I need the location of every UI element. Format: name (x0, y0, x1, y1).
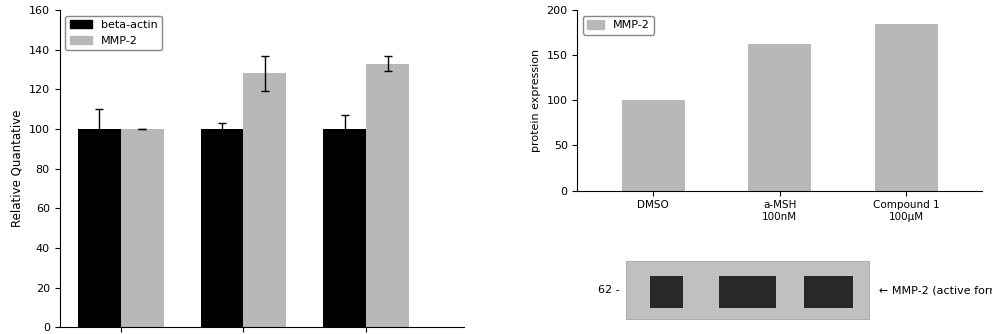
Bar (323, 129, 366, 327)
Bar (651, 276, 682, 308)
Bar (121, 129, 164, 327)
Bar (719, 276, 776, 308)
Legend: beta-actin, MMP-2: beta-actin, MMP-2 (65, 16, 162, 50)
Bar (243, 73, 287, 327)
Text: ← MMP-2 (active form): ← MMP-2 (active form) (879, 285, 992, 295)
Bar (78, 129, 121, 327)
Y-axis label: protein expression: protein expression (531, 49, 541, 152)
Bar (626, 261, 869, 319)
Y-axis label: Relative Quantative: Relative Quantative (10, 110, 23, 227)
Bar (805, 276, 852, 308)
Bar (200, 129, 243, 327)
Bar (875, 24, 937, 191)
Legend: MMP-2: MMP-2 (583, 16, 655, 35)
Bar (366, 63, 409, 327)
Text: 62 -: 62 - (598, 285, 620, 295)
Bar (748, 44, 811, 191)
Bar (622, 100, 684, 191)
